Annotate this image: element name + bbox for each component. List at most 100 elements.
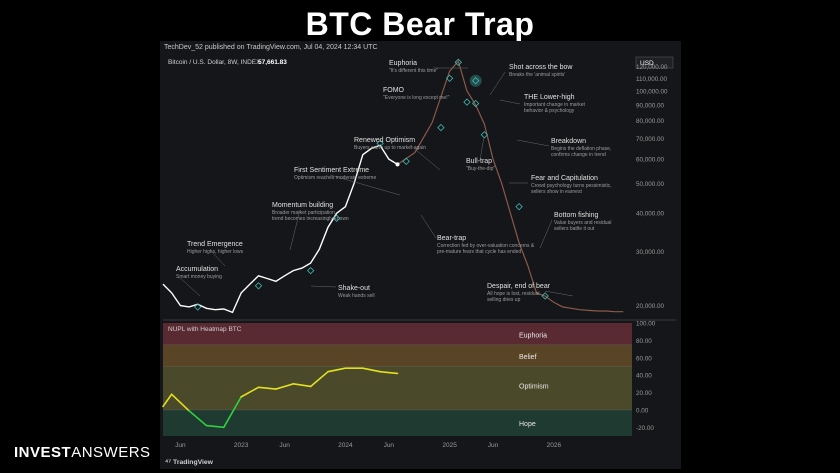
annotation-subtitle: sellers show in earnest [531, 189, 582, 195]
nupl-zone-belief [163, 344, 632, 367]
annotation-leader [489, 71, 506, 96]
marker-breakdown [471, 99, 480, 108]
nupl-zone-label: Euphoria [519, 332, 547, 339]
annotation-subtitle: sellers battle it out [554, 226, 595, 232]
nupl-y-tick-label: 20.00 [636, 390, 652, 397]
annotation-title: Euphoria [389, 60, 417, 67]
nupl-zone-label: Hope [519, 421, 536, 428]
annotation-title: Bull-trap [466, 158, 492, 165]
nupl-y-tick-label: 40.00 [636, 373, 652, 380]
nupl-zone-euphoria [163, 323, 632, 345]
x-tick-label: Jun [488, 442, 499, 449]
nupl-line-segment [162, 393, 173, 408]
annotation-subtitle: Correction fed by over-valuation concern… [437, 243, 535, 249]
nupl-title: NUPL with Heatmap BTC [168, 326, 242, 333]
marker-despair [541, 292, 549, 300]
annotation-subtitle: Breaks the 'animal spirits' [509, 72, 565, 78]
marker-first-sentiment-extreme [376, 139, 384, 148]
annotation-subtitle: pre-mature fears that cycle has ended [437, 249, 521, 255]
annotation-leader [539, 219, 553, 249]
x-tick-label: Jun [175, 442, 186, 449]
annotation-title: THE Lower-high [524, 94, 575, 101]
annotation-bull-trap: Bull-trap"Buy-the-dip" [466, 136, 495, 172]
annotation-fomo: FOMO"Everyone is long except me!" [383, 87, 450, 101]
nupl-y-tick-label: 80.00 [636, 338, 652, 345]
annotation-subtitle: Weak hands sell [338, 293, 375, 299]
nupl-zone-hope [163, 409, 632, 436]
annotation-title: Trend Emergence [187, 241, 243, 248]
price-y-tick-label: 110,000.00 [636, 76, 668, 83]
annotation-title: Shake-out [338, 285, 370, 292]
nupl-line-segment [309, 370, 329, 388]
annotation-leader [516, 139, 550, 147]
annotation-leader [177, 275, 201, 297]
annotation-leader [479, 136, 485, 161]
btc-price-line [162, 144, 398, 314]
annotation-subtitle: "Everyone is long except me!" [383, 95, 450, 101]
nupl-line-segment [205, 424, 225, 429]
annotation-leader [329, 174, 401, 196]
price-y-tick-label: 40,000.00 [636, 211, 665, 218]
price-y-tick-label: 60,000.00 [636, 157, 665, 164]
nupl-line-segment [361, 367, 381, 373]
nupl-line-segment [222, 396, 242, 429]
annotation-subtitle: Broader market participation, [272, 210, 336, 216]
annotation-subtitle: Important change in market [524, 102, 585, 108]
annotation-subtitle: selling dries up [487, 297, 521, 303]
nupl-y-tick-label: 60.00 [636, 355, 652, 362]
nupl-y-tick-label: 0.00 [636, 407, 649, 414]
annotation-euphoria: Euphoria"It's different this time" [389, 60, 468, 74]
x-tick-label: Jun [384, 442, 395, 449]
nupl-line-segment [275, 383, 295, 390]
publisher-header: TechDev_52 published on TradingView.com,… [164, 44, 378, 51]
annotation-subtitle: "Buy-the-dip" [466, 166, 495, 172]
marker-bottom-fishing [515, 202, 523, 211]
projected-price-line [397, 59, 624, 313]
x-tick-label: 2023 [234, 442, 249, 449]
annotation-title: Momentum building [272, 202, 333, 209]
annotation-leader [409, 144, 441, 171]
nupl-line-segment [257, 386, 277, 390]
marker-momentum-building [333, 214, 341, 222]
nupl-y-tick-label: -20.00 [636, 425, 654, 432]
annotation-subtitle: behavior & psychology [524, 108, 575, 114]
currency-box [635, 56, 674, 69]
annotation-leader [499, 99, 521, 105]
x-tick-label: 2024 [338, 442, 353, 449]
price-y-tick-label: 100,000.00 [636, 88, 668, 95]
price-y-tick-label: 30,000.00 [636, 249, 665, 256]
marker-fear-capitulation [480, 131, 489, 139]
annotation-leader [420, 214, 437, 239]
nupl-line-segment [327, 367, 347, 373]
nupl-line-segment [379, 370, 399, 375]
annotation-subtitle: trend becomes increasingly known [272, 216, 349, 222]
annotation-subtitle: "It's different this time" [389, 68, 438, 74]
annotation-title: First Sentiment Extreme [294, 167, 369, 174]
marker-euphoria [454, 58, 462, 66]
annotation-leader [544, 290, 574, 297]
annotation-title: Breakdown [551, 138, 586, 145]
annotation-leader [289, 209, 301, 251]
nupl-line-segment [292, 383, 312, 388]
nupl-zone-label: Belief [519, 354, 537, 361]
currency-label: USD [640, 60, 654, 67]
nupl-line-segment [170, 393, 190, 412]
marker-bull-trap [463, 98, 471, 106]
annotation-subtitle: confirms change in trend [551, 152, 606, 158]
nupl-line-segment [188, 409, 208, 427]
price-y-tick-label: 120,000.00 [636, 64, 668, 71]
marker-bear-trap [402, 157, 410, 166]
annotation-subtitle: Optimism reaches moderate extreme [294, 175, 376, 181]
price-y-tick-label: 50,000.00 [636, 181, 665, 188]
